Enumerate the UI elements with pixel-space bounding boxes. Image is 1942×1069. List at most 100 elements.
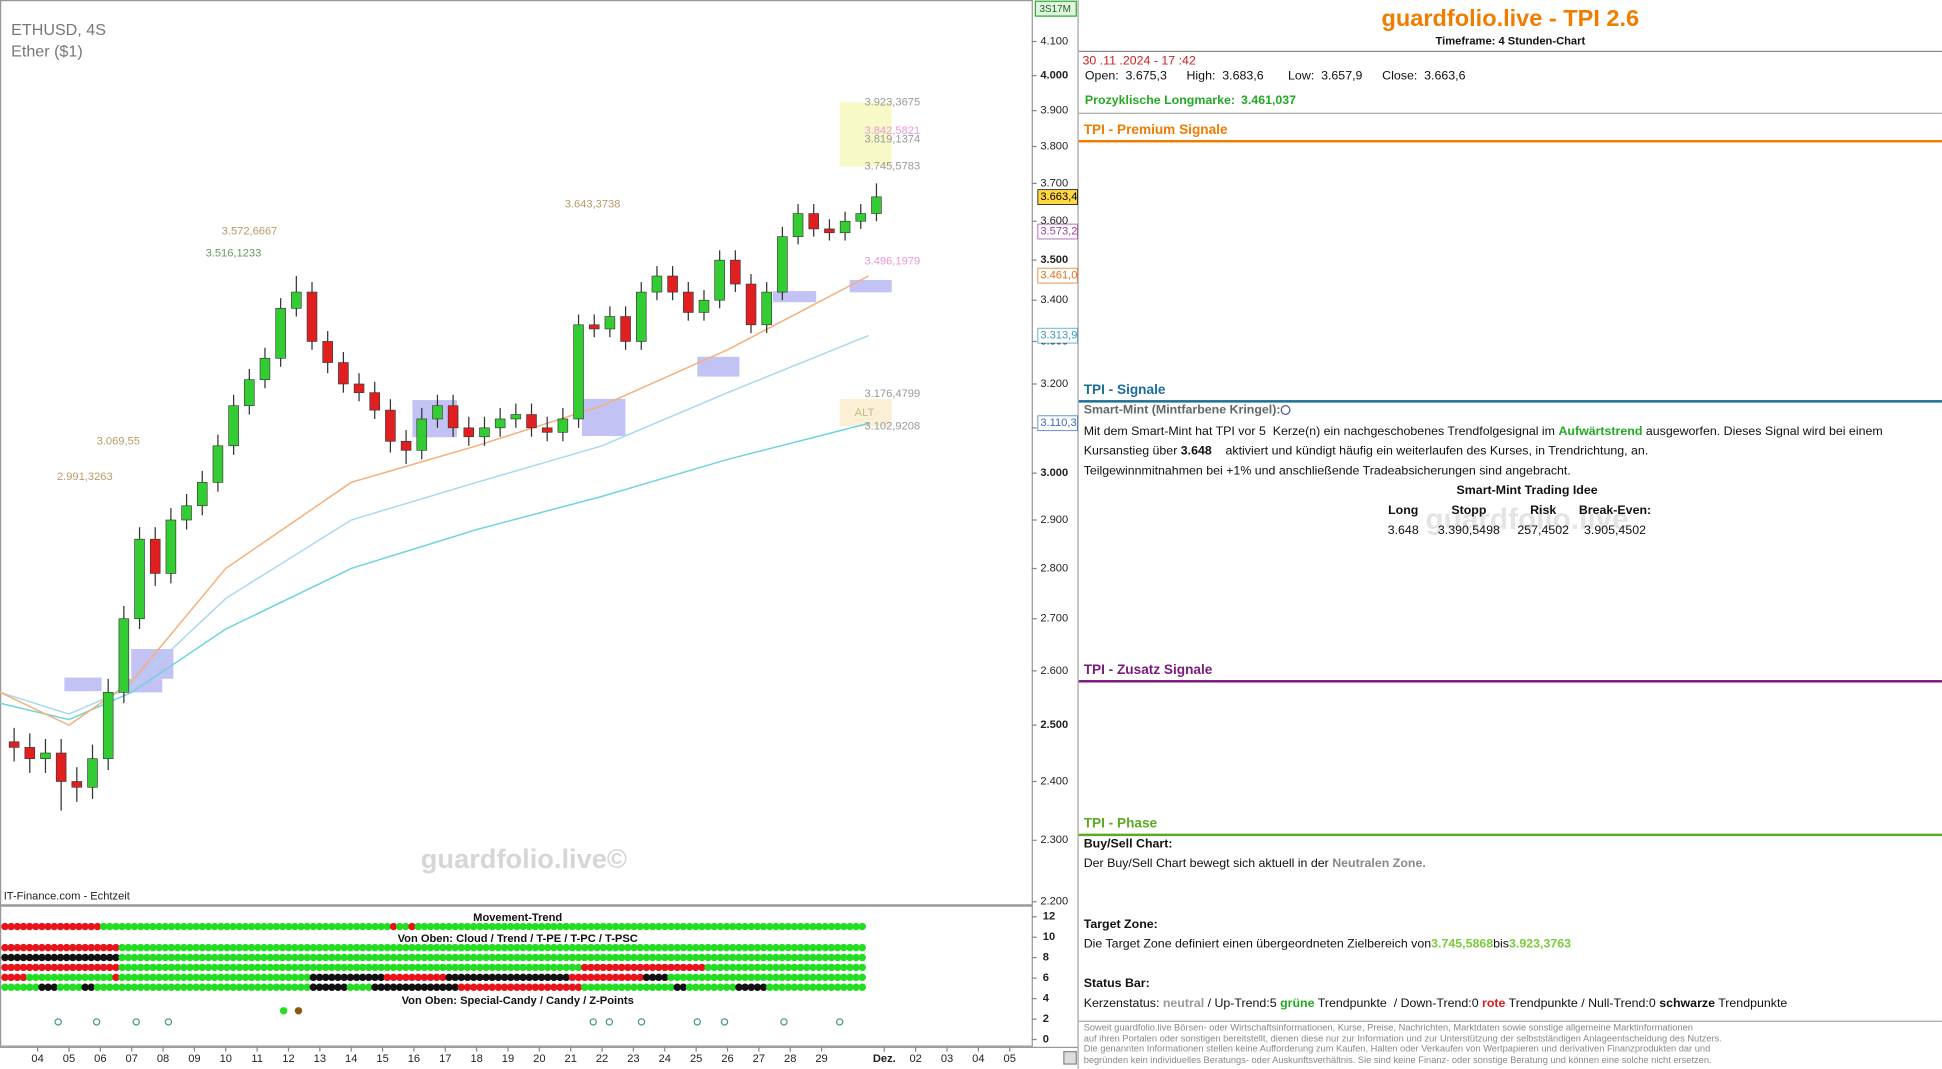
y-tick-label: 3.800 [1040,140,1068,152]
trend-dot [19,983,28,991]
trend-dot [56,963,65,972]
trend-dot [241,983,250,991]
chart-title: ETHUSD, 4S [11,21,106,39]
trend-dot [161,943,170,952]
trend-dot [173,963,182,972]
trend-dot [469,953,478,962]
trend-dot [291,973,299,982]
chart-subtitle: Ether ($1) [11,42,83,60]
trend-dot [648,953,657,962]
trend-dot [358,943,367,952]
trend-dot [784,973,792,982]
trend-dot [198,983,207,991]
trend-dot [284,963,293,972]
trend-dot [476,922,484,931]
trend-dot [482,943,490,952]
trend-dot [383,922,392,931]
trend-dot [463,973,472,982]
trend-dot [377,943,385,952]
table-header: Risk [1530,504,1557,518]
price-annotation: 3.516,1233 [206,248,262,260]
signal-zone [697,356,740,377]
trend-dot [716,973,725,982]
trend-dot [402,973,410,982]
trend-dot [630,922,638,931]
trend-dot [809,983,817,991]
trend-dot [309,922,318,931]
trend-dot [846,983,854,991]
trend-dot [710,922,718,931]
trend-dot [99,953,108,962]
trend-dot [611,983,620,991]
indicator-tick-label: 4 [1043,993,1050,1005]
price-annotation: 3.176,4799 [864,388,920,400]
trend-dot [716,922,725,931]
candle-body [291,291,302,309]
trend-dot [846,922,854,931]
trend-dot [642,983,651,991]
trend-dot [469,922,478,931]
trend-dot [716,953,725,962]
trend-dot [346,953,355,962]
trend-dot [766,983,774,991]
trend-dot [223,963,231,972]
trend-dot [667,922,675,931]
trend-dot [710,963,718,972]
status-word: grüne [1280,997,1315,1011]
trend-dot [155,922,163,931]
trend-dot [519,963,527,972]
trend-dot [525,943,533,952]
trend-dot [118,922,126,931]
trend-word: Aufwärtstrend [1558,424,1643,439]
corner-icon[interactable] [1063,1051,1077,1065]
trend-dot [630,963,638,972]
trend-dot [692,943,700,952]
alt-zone [839,399,892,427]
longmark-value: 3.461,037 [1240,94,1297,108]
trend-dot [525,983,533,991]
trend-dot [81,963,89,972]
trend-dot [297,943,305,952]
trend-dot [827,943,836,952]
trend-dot [796,953,805,962]
trend-dot [445,922,453,931]
trend-dot [365,953,373,962]
trend-dot [833,943,842,952]
trend-dot [198,922,207,931]
y-tick-label: 2.300 [1040,834,1068,846]
trend-dot [389,943,398,952]
trend-dot [414,922,422,931]
candle-body [824,228,835,234]
trend-dot [704,983,712,991]
trend-dot [334,963,342,972]
trend-dot [722,963,731,972]
trend-dot [611,953,620,962]
trend-dot [272,953,281,962]
trend-dot [692,983,700,991]
table-cell: 257,4502 [1517,523,1570,538]
trend-dot [1,963,9,972]
trend-dot [704,943,712,952]
trend-dot [673,973,681,982]
trend-dot [408,922,416,931]
trend-dot [1,943,9,952]
subheading: Target Zone: [1083,917,1158,932]
trend-dot [25,953,34,962]
price-tag [1037,267,1078,284]
trend-dot [75,922,83,931]
trend-dot [25,963,34,972]
trend-dot [303,943,311,952]
trend-dot [260,963,268,972]
x-tick-label: 06 [94,1053,106,1065]
trend-dot [192,953,200,962]
trend-dot [667,983,675,991]
trend-dot [550,963,558,972]
trend-dot [846,963,854,972]
trend-dot [710,983,718,991]
trend-dot [13,943,22,952]
trend-dot [210,922,219,931]
trend-dot [309,983,318,991]
trend-dot [611,922,620,931]
trend-dot [803,973,811,982]
y-tick-label: 4.000 [1040,70,1068,82]
